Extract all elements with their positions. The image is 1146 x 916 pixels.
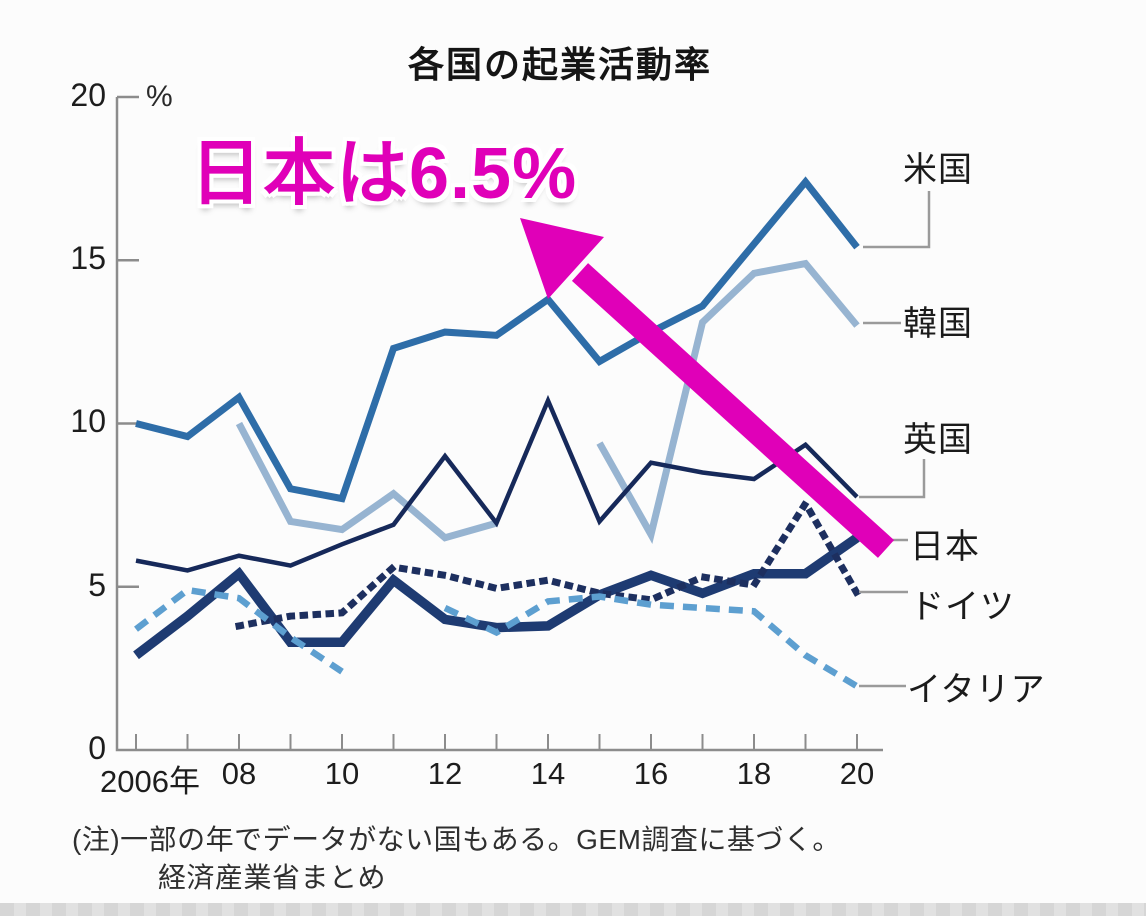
axis-lines	[115, 97, 883, 752]
legend-label-japan: 日本	[910, 528, 980, 566]
legend-label-usa: 米国	[903, 151, 973, 189]
y-tick-label-5: 5	[88, 567, 106, 603]
x-tick-label-2008: 08	[221, 756, 257, 791]
bottom-edge-strip	[0, 903, 1146, 916]
series-line-germany	[234, 496, 862, 631]
legend-connector-usa	[863, 191, 931, 249]
series-line-italy	[134, 586, 344, 675]
footnote-line-1: (注)一部の年でデータがない国もある。GEM調査に基づく。	[72, 824, 841, 855]
legend-label-korea: 韓国	[903, 305, 973, 343]
series-line-usa	[135, 176, 860, 503]
series-line-korea	[235, 421, 498, 542]
x-tick-label-2016: 16	[633, 756, 669, 791]
y-tick-label-15: 15	[70, 240, 106, 276]
x-tick-label-2018: 18	[736, 756, 772, 791]
x-tick-label-2012: 12	[427, 756, 463, 791]
x-tick-label-2020: 20	[839, 756, 875, 791]
x-tick-label-2014: 14	[530, 756, 566, 791]
series-line-italy	[443, 593, 859, 690]
annotation-japan-callout: 日本は6.5%	[190, 134, 578, 214]
x-tick-label-2006: 2006年	[100, 764, 200, 799]
annotation-arrow-shaft	[571, 263, 895, 558]
annotation-arrow-head	[520, 218, 604, 299]
legend-label-italy: イタリア	[907, 671, 1046, 709]
series-line-uk	[135, 394, 859, 573]
y-tick-label-0: 0	[88, 730, 106, 766]
legend-connector-uk	[859, 459, 926, 499]
series-line-japan	[133, 533, 860, 660]
footnote-line-2: 経済産業省まとめ	[158, 862, 387, 893]
y-tick-label-20: 20	[70, 77, 106, 113]
legend-label-germany: ドイツ	[910, 588, 1015, 626]
y-axis-unit-label: %	[146, 80, 173, 113]
y-tick-label-10: 10	[70, 403, 106, 439]
legend-label-uk: 英国	[903, 421, 973, 459]
chart-title: 各国の起業活動率	[407, 44, 712, 85]
series-line-korea	[596, 259, 860, 544]
x-tick-label-2010: 10	[324, 756, 360, 791]
